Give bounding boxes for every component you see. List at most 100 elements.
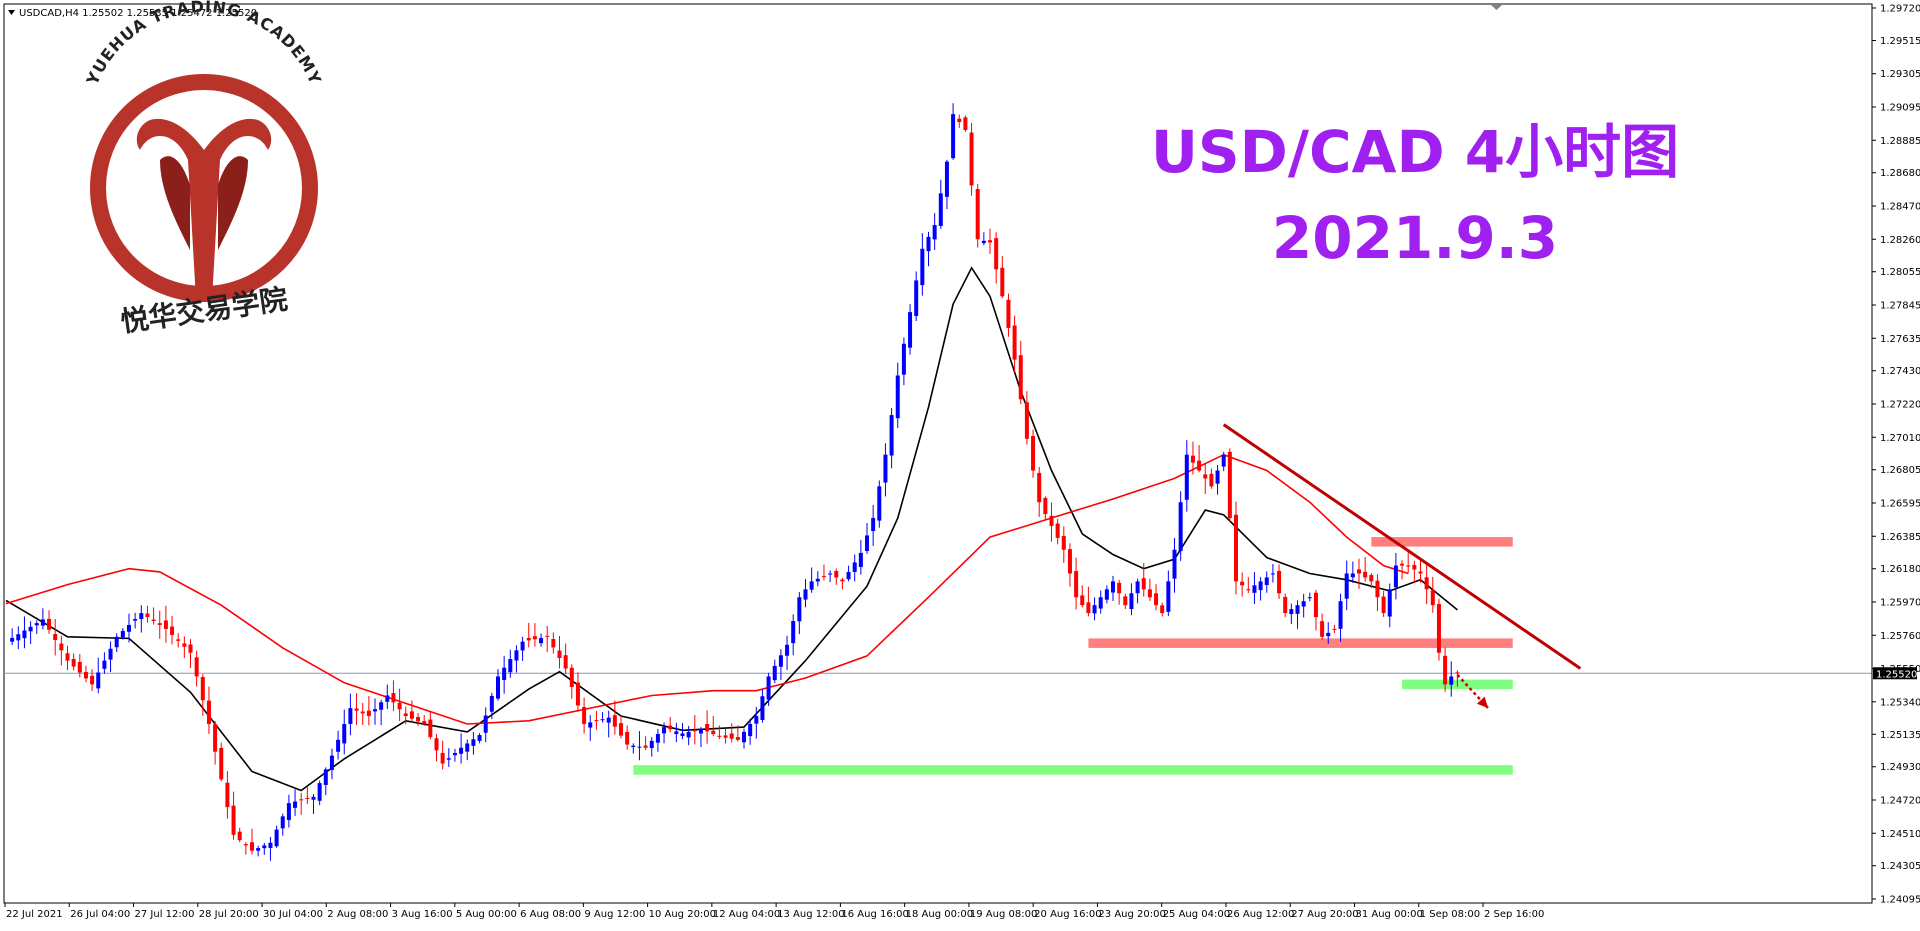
time-tick-label: 18 Aug 00:00 [906, 909, 973, 920]
candle-body [163, 620, 168, 629]
candle-body [280, 816, 285, 829]
candle-body [385, 695, 390, 702]
candle-body [342, 723, 347, 744]
candle-body [1246, 589, 1251, 591]
price-tick-label: 1.24305 [1880, 861, 1920, 872]
candle-body [477, 735, 482, 741]
candle-body [237, 831, 242, 841]
candle-body [834, 571, 839, 578]
time-tick-label: 23 Aug 20:00 [1098, 909, 1165, 920]
candle-body [1178, 502, 1183, 552]
candle-body [1436, 604, 1441, 653]
candle-body [1357, 569, 1361, 574]
time-tick-label: 10 Aug 20:00 [649, 909, 716, 920]
candle-body [1012, 325, 1017, 360]
time-axis[interactable]: 22 Jul 2021 26 Jul 04:00 27 Jul 12:00 28 Ju… [4, 902, 1872, 920]
candle-body [1344, 573, 1349, 599]
candle-body [748, 723, 753, 737]
candle-body [10, 637, 15, 642]
candle-body [865, 535, 869, 551]
time-tick-label: 20 Aug 16:00 [1034, 909, 1101, 920]
candle-body [286, 803, 291, 821]
candle-body [612, 715, 617, 727]
candle-body [293, 801, 298, 808]
candle-body [459, 747, 464, 754]
candle-body [631, 745, 636, 747]
candle-body [151, 619, 156, 622]
time-tick-label: 3 Aug 16:00 [392, 909, 453, 920]
candle-body [157, 623, 162, 625]
candle-body [815, 578, 820, 582]
candle-body [231, 805, 236, 835]
price-tick-label: 1.24510 [1880, 829, 1920, 840]
candle-body [200, 677, 205, 701]
trend-layer[interactable] [1222, 423, 1582, 709]
candle-body [944, 161, 949, 197]
candle-body [877, 486, 882, 521]
candle-body [489, 695, 494, 712]
candle-body [797, 597, 802, 622]
candle-body [22, 630, 27, 639]
candle-body [803, 589, 808, 600]
candle-body [1406, 565, 1411, 567]
price-tick-label: 1.29515 [1880, 36, 1920, 47]
price-tick-label: 1.24720 [1880, 796, 1920, 807]
candle-body [133, 619, 138, 621]
candle-body [194, 657, 199, 677]
resistance-zone [1371, 537, 1513, 547]
candle-body [1049, 515, 1054, 526]
price-tag-text: 1.25520 [1876, 669, 1917, 680]
candle-body [1400, 563, 1405, 566]
symbol-dropdown-icon[interactable] [8, 10, 15, 15]
candle-body [1197, 460, 1202, 471]
price-tick-label: 1.29305 [1880, 69, 1920, 80]
time-tick-label: 19 Aug 08:00 [970, 909, 1037, 920]
candle-body [963, 117, 968, 130]
candle-body [520, 641, 525, 651]
candle-body [1270, 573, 1275, 575]
time-tick-label: 30 Jul 04:00 [263, 909, 323, 920]
candle-body [366, 710, 371, 717]
candle-body [262, 845, 267, 849]
candle-body [729, 733, 734, 739]
candle-body [692, 730, 697, 732]
moving-averages-layer [5, 266, 1458, 792]
candle-body [1326, 632, 1331, 637]
candle-body [47, 618, 52, 630]
candle-body [858, 552, 863, 567]
candle-body [1037, 472, 1042, 503]
price-tick-label: 1.25135 [1880, 730, 1920, 741]
price-tick-label: 1.28260 [1880, 235, 1920, 246]
candle-body [852, 562, 857, 572]
time-tick-label: 5 Aug 00:00 [456, 909, 517, 920]
candle-body [994, 238, 999, 270]
candle-body [1074, 571, 1079, 598]
candle-body [908, 312, 913, 348]
candle-body [34, 623, 39, 626]
ma-slow-line [5, 453, 1409, 725]
candle-body [409, 711, 414, 719]
candle-body [1295, 605, 1300, 614]
candle-body [354, 708, 359, 711]
candle-body [1018, 355, 1023, 400]
candle-body [219, 747, 224, 780]
candle-body [988, 240, 992, 243]
candle-body [1381, 596, 1386, 614]
candle-body [828, 573, 833, 575]
candle-body [1055, 523, 1060, 538]
candle-body [428, 719, 433, 738]
candle-body [373, 709, 377, 712]
price-tick-label: 1.29095 [1880, 103, 1920, 114]
time-tick-label: 6 Aug 08:00 [520, 909, 581, 920]
price-axis[interactable]: 1.29720 1.29515 1.29305 1.29095 1.28885 1.286… [1872, 4, 1920, 906]
candle-body [766, 676, 771, 700]
chart-shift-marker[interactable] [1491, 5, 1502, 10]
candles-layer [10, 103, 1460, 861]
candle-body [1387, 589, 1392, 617]
candle-body [1190, 455, 1195, 463]
candle-body [145, 613, 150, 618]
candle-body [1252, 585, 1257, 593]
candle-body [120, 630, 125, 638]
candle-body [846, 571, 851, 580]
